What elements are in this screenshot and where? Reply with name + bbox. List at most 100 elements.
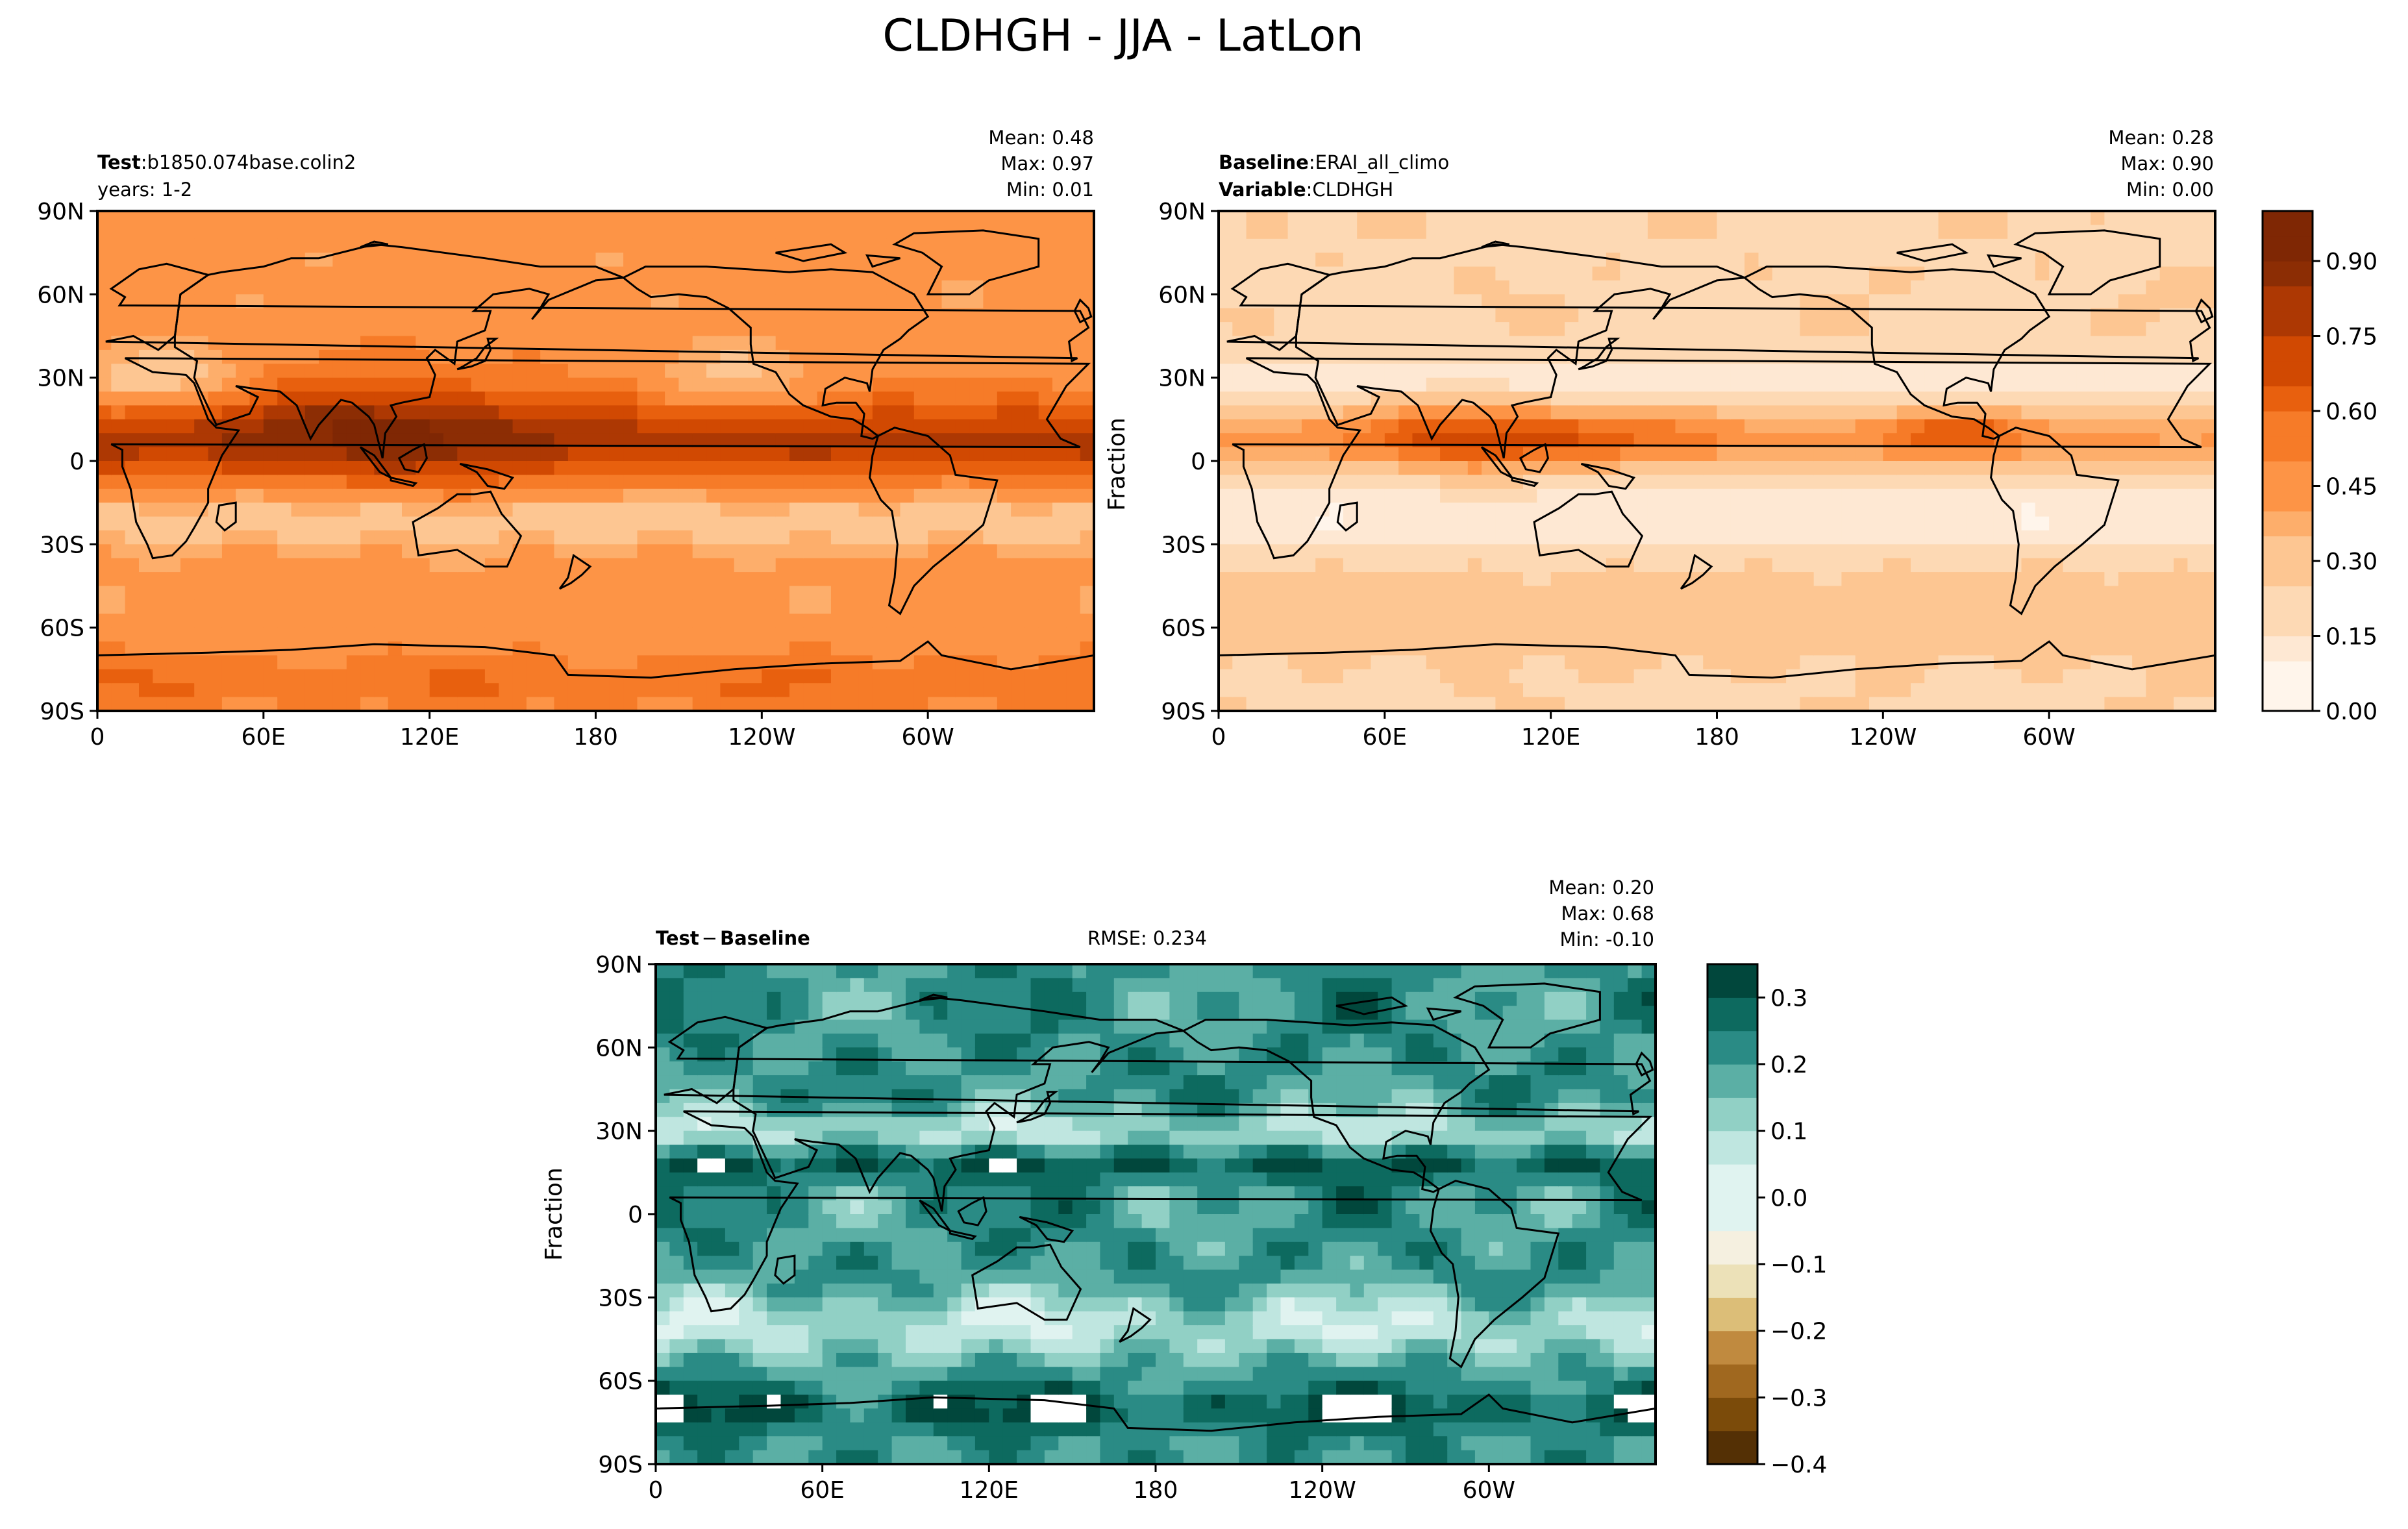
heat-cell bbox=[1938, 294, 1953, 309]
heat-cell bbox=[1343, 266, 1358, 281]
heat-cell bbox=[540, 488, 555, 503]
heat-cell bbox=[429, 586, 444, 601]
heat-cell bbox=[969, 433, 984, 448]
heat-cell bbox=[969, 364, 984, 379]
heat-cell bbox=[1675, 614, 1690, 628]
heat-cell bbox=[457, 641, 472, 656]
heat-cell bbox=[1371, 655, 1385, 670]
heat-cell bbox=[609, 641, 624, 656]
heat-cell bbox=[582, 599, 597, 615]
heat-cell bbox=[1509, 599, 1524, 615]
heat-cell bbox=[1024, 655, 1039, 670]
heat-cell bbox=[567, 405, 582, 420]
heat-cell bbox=[1523, 364, 1538, 379]
heat-cell bbox=[1703, 530, 1718, 545]
heat-cell bbox=[1620, 544, 1635, 559]
heat-cell bbox=[997, 308, 1012, 323]
heat-cell bbox=[1952, 238, 1967, 253]
heat-cell bbox=[1828, 419, 1843, 434]
heat-cell bbox=[1426, 614, 1441, 628]
heat-cell bbox=[2091, 447, 2105, 462]
heat-cell bbox=[1855, 447, 1870, 462]
heat-cell bbox=[1301, 322, 1316, 337]
heat-cell bbox=[1744, 392, 1759, 406]
heat-cell bbox=[720, 461, 735, 476]
heat-cell bbox=[845, 266, 860, 281]
heat-cell bbox=[166, 586, 181, 601]
heat-cell bbox=[983, 516, 998, 531]
heat-cell bbox=[2091, 253, 2105, 267]
heat-cell bbox=[1966, 253, 1981, 267]
heat-cell bbox=[471, 280, 486, 295]
heat-cell bbox=[97, 697, 112, 711]
heat-cell bbox=[858, 405, 873, 420]
heat-cell bbox=[609, 544, 624, 559]
heat-cell bbox=[1011, 238, 1026, 253]
heat-cell bbox=[1454, 238, 1469, 253]
heat-cell bbox=[526, 294, 541, 309]
heat-cell bbox=[1633, 322, 1648, 337]
heat-cell bbox=[388, 669, 403, 684]
heat-cell bbox=[1993, 697, 2008, 711]
heat-cell bbox=[1219, 447, 1234, 462]
heat-cell bbox=[1287, 238, 1302, 253]
heat-cell bbox=[1384, 599, 1399, 615]
heat-cell bbox=[983, 599, 998, 615]
heat-cell bbox=[872, 572, 887, 587]
heat-cell bbox=[484, 655, 499, 670]
heat-cell bbox=[1703, 419, 1718, 434]
heat-cell bbox=[1398, 322, 1413, 337]
heat-cell bbox=[1952, 697, 1967, 711]
heat-cell bbox=[1565, 697, 1580, 711]
heat-cell bbox=[2021, 614, 2036, 628]
heat-cell bbox=[1329, 683, 1344, 698]
heat-cell bbox=[2049, 683, 2064, 698]
heat-cell bbox=[1661, 419, 1676, 434]
heat-cell bbox=[900, 364, 915, 379]
heat-cell bbox=[1938, 475, 1953, 490]
heat-cell bbox=[1952, 336, 1967, 351]
heat-cell bbox=[429, 669, 444, 684]
heat-cell bbox=[2091, 544, 2105, 559]
heat-cell bbox=[845, 447, 860, 462]
heat-cell bbox=[1966, 238, 1981, 253]
heat-cell bbox=[277, 627, 292, 642]
heat-cell bbox=[499, 655, 514, 670]
heat-cell bbox=[928, 475, 943, 490]
heat-cell bbox=[567, 225, 582, 240]
heat-cell bbox=[637, 433, 652, 448]
heat-cell bbox=[180, 586, 195, 601]
heat-cell bbox=[692, 461, 707, 476]
heat-cell bbox=[1633, 405, 1648, 420]
heat-cell bbox=[803, 238, 818, 253]
heat-cell bbox=[1606, 655, 1620, 670]
heat-cell bbox=[1744, 461, 1759, 476]
heat-cell bbox=[1855, 225, 1870, 240]
heat-cell bbox=[637, 655, 652, 670]
heat-cell bbox=[582, 377, 597, 392]
heat-cell bbox=[1689, 697, 1704, 711]
heat-cell bbox=[595, 280, 610, 295]
heat-cell bbox=[1066, 392, 1081, 406]
heat-cell bbox=[1800, 294, 1815, 309]
heat-cell bbox=[1800, 322, 1815, 337]
heat-cell bbox=[1024, 225, 1039, 240]
heat-cell bbox=[1024, 530, 1039, 545]
heat-cell bbox=[1066, 364, 1081, 379]
heat-cell bbox=[263, 530, 278, 545]
heat-cell bbox=[955, 461, 970, 476]
heat-cell bbox=[1495, 461, 1510, 476]
heat-cell bbox=[2091, 586, 2105, 601]
heat-cell bbox=[1633, 627, 1648, 642]
heat-cell bbox=[817, 530, 832, 545]
heat-cell bbox=[1675, 377, 1690, 392]
heat-cell bbox=[595, 599, 610, 615]
heat-cell bbox=[1440, 669, 1455, 684]
heat-cell bbox=[249, 238, 264, 253]
heat-cell bbox=[817, 419, 832, 434]
heat-cell bbox=[1993, 614, 2008, 628]
heat-cell bbox=[609, 433, 624, 448]
heat-cell bbox=[554, 586, 569, 601]
heat-cell bbox=[153, 503, 168, 517]
heat-cell bbox=[830, 322, 845, 337]
